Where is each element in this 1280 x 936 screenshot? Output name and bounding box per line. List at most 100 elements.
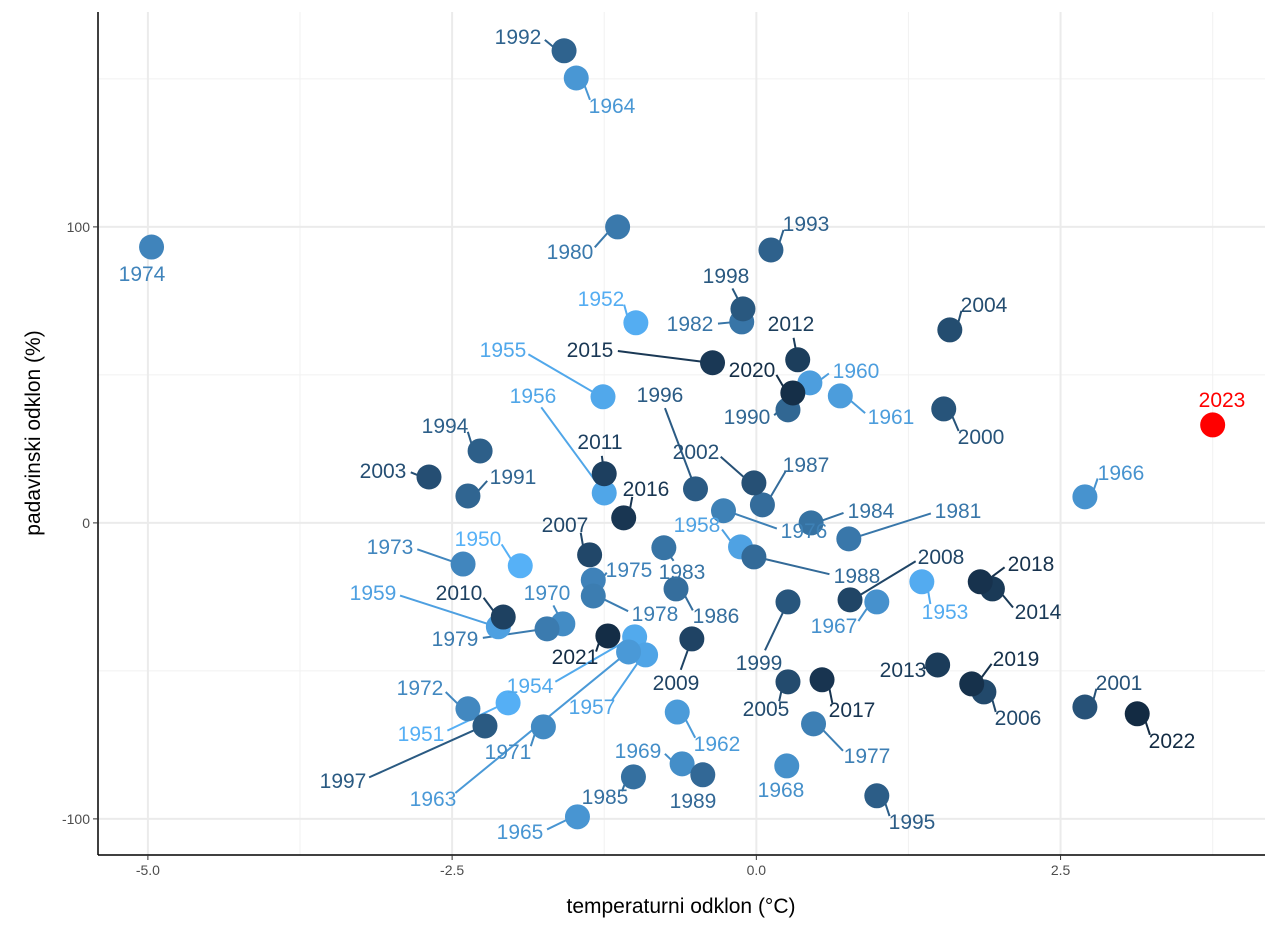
point-label-1992: 1992	[495, 26, 542, 49]
point-label-1970: 1970	[524, 582, 571, 605]
data-point-2016	[611, 505, 637, 531]
point-label-1963: 1963	[410, 788, 457, 811]
point-label-1987: 1987	[783, 454, 830, 477]
data-point-2003	[416, 464, 442, 490]
label-segment	[554, 640, 627, 683]
point-label-1978: 1978	[632, 603, 679, 626]
label-segment	[416, 548, 454, 563]
label-segment	[368, 728, 477, 779]
point-label-2011: 2011	[577, 431, 622, 454]
data-point-1996	[682, 476, 708, 502]
label-segment	[684, 717, 697, 739]
data-point-1973	[450, 551, 476, 577]
point-label-1977: 1977	[844, 745, 891, 768]
data-point-1981	[836, 526, 862, 552]
point-label-1993: 1993	[783, 213, 830, 236]
point-label-1967: 1967	[811, 615, 858, 638]
data-point-2019	[959, 671, 985, 697]
x-axis-title: temperaturni odklon (°C)	[567, 895, 796, 918]
label-segment	[611, 661, 640, 701]
point-label-2019: 2019	[993, 648, 1040, 671]
data-point-1976	[710, 498, 736, 524]
grid	[98, 12, 1265, 855]
point-label-2005: 2005	[743, 698, 790, 721]
point-label-1976: 1976	[781, 520, 828, 543]
x-tick-label: -5.0	[136, 862, 160, 878]
point-label-1952: 1952	[578, 288, 625, 311]
ticks: -5.0 -2.5 0.0 2.5 100 0 -100	[62, 219, 1071, 878]
data-point-1974	[139, 234, 165, 260]
data-point-1987	[749, 492, 775, 518]
data-point-2023	[1200, 412, 1226, 438]
point-label-2017: 2017	[829, 699, 876, 722]
label-segment	[764, 610, 785, 651]
point-label-1998: 1998	[703, 265, 750, 288]
point-label-1968: 1968	[758, 779, 805, 802]
point-label-1964: 1964	[589, 95, 636, 118]
data-point-1995	[864, 783, 890, 809]
label-segment	[617, 350, 703, 363]
label-segment	[950, 414, 960, 432]
point-label-1979: 1979	[432, 628, 479, 651]
label-segment	[500, 543, 513, 561]
data-point-1999	[775, 589, 801, 615]
data-point-2018	[967, 569, 993, 595]
point-label-2013: 2013	[880, 659, 927, 682]
point-label-1982: 1982	[667, 313, 714, 336]
point-label-1984: 1984	[848, 500, 895, 523]
data-point-1978	[580, 583, 606, 609]
data-point-1989	[690, 762, 716, 788]
point-label-1991: 1991	[490, 466, 537, 489]
point-label-2002: 2002	[673, 441, 720, 464]
data-point-1983	[651, 535, 677, 561]
data-point-2022	[1124, 701, 1150, 727]
point-label-1999: 1999	[736, 652, 783, 675]
data-point-1980	[605, 214, 631, 240]
label-segment	[1000, 592, 1014, 609]
point-label-1990: 1990	[724, 406, 771, 429]
point-label-1985: 1985	[582, 786, 629, 809]
data-point-2008	[837, 587, 863, 613]
point-label-2014: 2014	[1015, 601, 1062, 624]
y-axis-title: padavinski odklon (%)	[22, 330, 45, 535]
point-label-2010: 2010	[436, 582, 483, 605]
point-label-1966: 1966	[1098, 462, 1145, 485]
data-point-1967	[864, 589, 890, 615]
data-point-1979	[534, 616, 560, 642]
points	[139, 38, 1226, 830]
point-label-2021: 2021	[552, 646, 599, 669]
data-point-1991	[455, 483, 481, 509]
data-point-1998	[730, 296, 756, 322]
label-segment	[594, 230, 610, 248]
data-point-1988	[741, 544, 767, 570]
data-point-1952	[623, 310, 649, 336]
data-point-1986	[663, 576, 689, 602]
data-point-2002	[741, 470, 767, 496]
point-label-2015: 2015	[567, 339, 614, 362]
data-point-2009	[679, 626, 705, 652]
data-point-1955	[590, 384, 616, 410]
point-label-1995: 1995	[889, 811, 936, 834]
point-label-1986: 1986	[693, 605, 740, 628]
x-tick-label: -2.5	[440, 862, 464, 878]
data-point-2020	[780, 380, 806, 406]
point-label-1988: 1988	[834, 565, 881, 588]
point-label-2003: 2003	[360, 460, 407, 483]
point-label-1973: 1973	[367, 536, 414, 559]
data-point-1961	[827, 383, 853, 409]
data-point-1984	[798, 510, 824, 536]
label-segment	[679, 647, 690, 671]
point-label-1974: 1974	[119, 263, 166, 286]
data-point-2004	[937, 317, 963, 343]
point-label-1971: 1971	[485, 741, 532, 764]
data-point-1993	[758, 237, 784, 263]
data-point-1994	[467, 438, 493, 464]
label-segment	[399, 594, 490, 626]
point-label-2008: 2008	[918, 546, 965, 569]
data-point-1953	[909, 569, 935, 595]
data-point-2000	[931, 396, 957, 422]
point-label-1953: 1953	[922, 601, 969, 624]
label-segment	[763, 557, 830, 576]
point-label-1989: 1989	[670, 790, 717, 813]
point-label-1994: 1994	[422, 415, 469, 438]
